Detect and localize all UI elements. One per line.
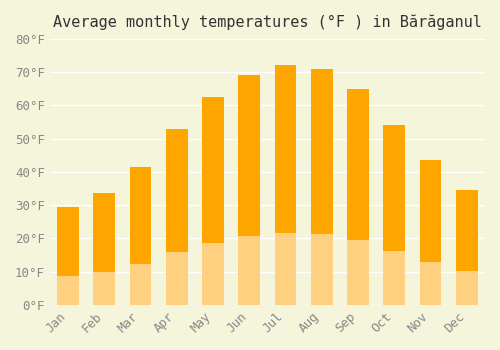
Bar <box>238 236 260 305</box>
Bar <box>94 194 115 305</box>
Bar <box>238 75 260 305</box>
Bar <box>94 272 115 305</box>
Bar <box>166 128 188 305</box>
Bar <box>202 97 224 305</box>
Bar <box>130 264 152 305</box>
Title: Average monthly temperatures (°F ) in Bărăganul: Average monthly temperatures (°F ) in Bă… <box>53 15 482 30</box>
Bar <box>347 240 369 305</box>
Bar <box>57 275 79 305</box>
Bar <box>420 261 442 305</box>
Bar <box>420 160 442 305</box>
Bar <box>311 69 332 305</box>
Bar <box>166 252 188 305</box>
Bar <box>274 233 296 305</box>
Bar <box>57 207 79 305</box>
Bar <box>456 190 477 305</box>
Bar <box>347 89 369 305</box>
Bar <box>274 65 296 305</box>
Bar <box>456 271 477 305</box>
Bar <box>384 125 405 305</box>
Bar <box>130 167 152 305</box>
Bar <box>202 243 224 305</box>
Bar <box>384 251 405 305</box>
Bar <box>311 234 332 305</box>
